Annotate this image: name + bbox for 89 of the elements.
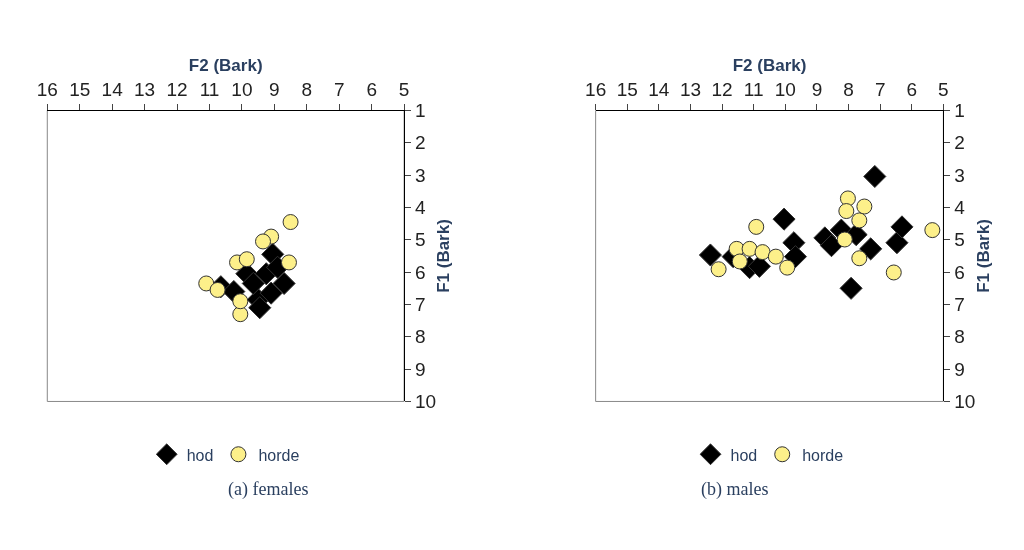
x-tick-label: 6 <box>906 78 918 100</box>
x-tick-label: 8 <box>843 78 854 100</box>
x-tick-label: 6 <box>366 78 377 100</box>
legend-label: hod <box>186 446 214 464</box>
x-tick-label: 12 <box>166 78 188 100</box>
legend-label: hod <box>730 446 758 464</box>
x-tick-label: 11 <box>743 78 764 100</box>
y-tick-label: 9 <box>954 358 965 380</box>
y-axis-title: F1 (Bark) <box>973 219 993 293</box>
point <box>783 245 807 269</box>
y-tick-label: 4 <box>414 197 426 219</box>
y-tick-label: 6 <box>414 261 426 283</box>
y-tick-label: 3 <box>414 164 426 186</box>
point <box>747 254 771 278</box>
point <box>851 250 868 267</box>
point <box>767 248 784 265</box>
y-tick-label: 4 <box>954 197 966 219</box>
legend-label: horde <box>258 446 300 464</box>
point <box>885 231 909 255</box>
x-tick-label: 14 <box>101 78 124 100</box>
x-tick-label: 14 <box>648 78 670 100</box>
point <box>232 306 249 323</box>
y-tick-label: 2 <box>414 132 426 154</box>
point <box>241 271 265 296</box>
x-tick-label: 13 <box>679 78 702 100</box>
point <box>890 215 914 239</box>
y-tick-label: 2 <box>954 132 965 154</box>
x-tick-label: 11 <box>199 78 220 100</box>
y-tick-label: 10 <box>954 391 976 413</box>
point <box>282 214 299 231</box>
x-tick-label: 5 <box>938 78 949 100</box>
point <box>698 243 722 267</box>
x-tick-label: 16 <box>36 78 58 100</box>
point <box>851 212 868 229</box>
point <box>748 218 765 235</box>
y-axis-title: F1 (Bark) <box>434 219 454 293</box>
point <box>779 259 796 276</box>
point <box>232 293 249 310</box>
point <box>754 244 771 261</box>
x-tick-label: 9 <box>269 78 280 100</box>
point <box>836 231 853 248</box>
x-tick-label: 15 <box>69 78 91 100</box>
point <box>198 275 215 292</box>
y-tick-label: 3 <box>954 164 965 186</box>
x-tick-label: 16 <box>585 78 607 100</box>
point <box>259 281 283 305</box>
point <box>924 222 941 239</box>
point <box>838 203 855 220</box>
y-tick-label: 5 <box>954 229 965 251</box>
x-tick-label: 13 <box>134 78 156 100</box>
text: (b) males <box>701 479 769 500</box>
x-axis-title: F2 (Bark) <box>732 56 807 76</box>
point <box>856 198 873 215</box>
point <box>710 261 727 278</box>
x-axis-title: F2 (Bark) <box>188 56 263 76</box>
y-tick-label: 9 <box>414 358 426 380</box>
x-tick-label: 15 <box>616 78 638 100</box>
y-tick-label: 5 <box>414 229 426 251</box>
point <box>885 264 902 281</box>
x-tick-label: 8 <box>301 78 313 100</box>
text: (a) females <box>228 479 309 500</box>
x-tick-label: 7 <box>874 78 886 100</box>
point <box>741 240 758 257</box>
x-tick-label: 10 <box>774 78 796 100</box>
point <box>238 251 255 268</box>
y-tick-label: 8 <box>954 326 965 348</box>
point <box>272 271 296 296</box>
y-tick-label: 8 <box>414 326 426 348</box>
y-tick-label: 1 <box>414 100 426 122</box>
x-tick-label: 5 <box>398 78 410 100</box>
x-tick-label: 10 <box>231 78 253 100</box>
y-tick-label: 6 <box>954 261 965 283</box>
point <box>280 254 297 271</box>
legend-label: horde <box>802 446 844 464</box>
point <box>819 234 844 258</box>
point <box>772 207 796 231</box>
x-tick-label: 7 <box>333 78 345 100</box>
y-tick-label: 7 <box>414 294 426 316</box>
point <box>255 233 272 250</box>
point <box>863 164 887 189</box>
point <box>839 276 863 300</box>
y-tick-label: 10 <box>414 391 437 413</box>
point <box>859 237 883 261</box>
y-tick-label: 1 <box>954 100 965 122</box>
x-tick-label: 12 <box>711 78 733 100</box>
x-tick-label: 9 <box>811 78 823 100</box>
point <box>248 296 272 320</box>
y-tick-label: 7 <box>954 294 965 316</box>
point <box>209 281 226 298</box>
